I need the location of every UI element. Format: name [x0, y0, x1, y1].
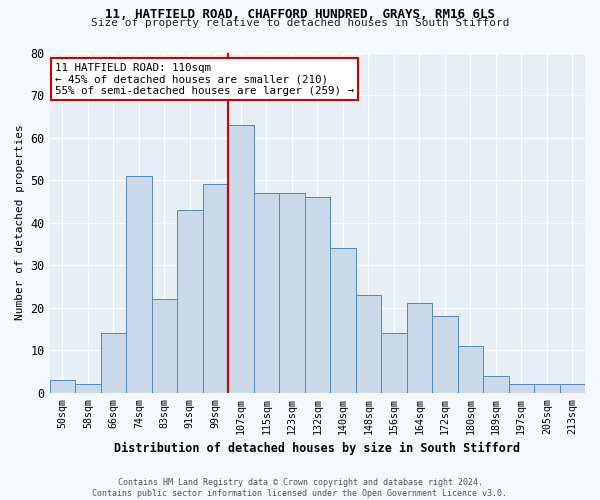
Bar — [305, 197, 330, 392]
Y-axis label: Number of detached properties: Number of detached properties — [15, 124, 25, 320]
Bar — [330, 248, 356, 392]
Bar — [126, 176, 152, 392]
X-axis label: Distribution of detached houses by size in South Stifford: Distribution of detached houses by size … — [114, 442, 520, 455]
Bar — [50, 380, 75, 392]
Bar — [458, 346, 483, 393]
Bar — [101, 333, 126, 392]
Text: 11 HATFIELD ROAD: 110sqm
← 45% of detached houses are smaller (210)
55% of semi-: 11 HATFIELD ROAD: 110sqm ← 45% of detach… — [55, 62, 354, 96]
Bar — [203, 184, 228, 392]
Bar — [279, 193, 305, 392]
Bar — [75, 384, 101, 392]
Bar — [228, 125, 254, 392]
Bar — [509, 384, 534, 392]
Text: Contains HM Land Registry data © Crown copyright and database right 2024.
Contai: Contains HM Land Registry data © Crown c… — [92, 478, 508, 498]
Bar — [483, 376, 509, 392]
Bar — [254, 193, 279, 392]
Bar — [534, 384, 560, 392]
Bar — [356, 295, 381, 392]
Text: 11, HATFIELD ROAD, CHAFFORD HUNDRED, GRAYS, RM16 6LS: 11, HATFIELD ROAD, CHAFFORD HUNDRED, GRA… — [105, 8, 495, 20]
Bar — [560, 384, 585, 392]
Bar — [432, 316, 458, 392]
Bar — [407, 304, 432, 392]
Text: Size of property relative to detached houses in South Stifford: Size of property relative to detached ho… — [91, 18, 509, 28]
Bar — [381, 333, 407, 392]
Bar — [177, 210, 203, 392]
Bar — [152, 299, 177, 392]
